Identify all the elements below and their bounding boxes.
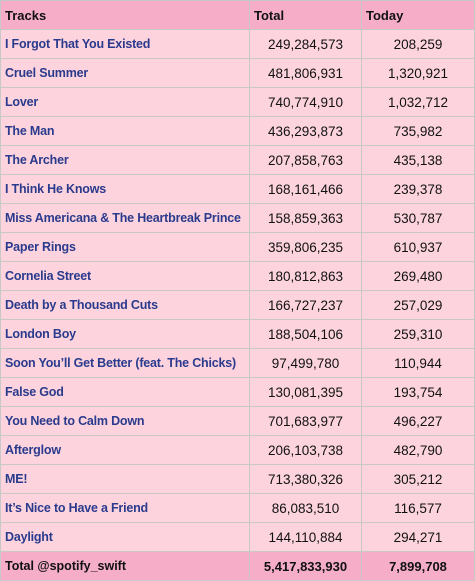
total-streams: 701,683,977 [249, 406, 362, 436]
total-streams: 86,083,510 [249, 493, 362, 523]
today-streams: 610,937 [361, 232, 475, 262]
table-row: London Boy 188,504,106 259,310 [0, 319, 475, 349]
total-streams: 207,858,763 [249, 145, 362, 175]
table-row: The Man 436,293,873 735,982 [0, 116, 475, 146]
table-row: Cruel Summer 481,806,931 1,320,921 [0, 58, 475, 88]
today-streams: 116,577 [361, 493, 475, 523]
today-streams: 1,320,921 [361, 58, 475, 88]
today-streams: 294,271 [361, 522, 475, 552]
header-today: Today [361, 0, 475, 30]
total-streams: 359,806,235 [249, 232, 362, 262]
track-name: Afterglow [0, 435, 250, 465]
track-name: Cruel Summer [0, 58, 250, 88]
grand-total-streams: 5,417,833,930 [249, 551, 362, 581]
today-streams: 208,259 [361, 29, 475, 59]
table-row: The Archer 207,858,763 435,138 [0, 145, 475, 175]
table-row: It’s Nice to Have a Friend 86,083,510 116,… [0, 493, 475, 523]
total-streams: 206,103,738 [249, 435, 362, 465]
today-streams: 1,032,712 [361, 87, 475, 117]
table-row: You Need to Calm Down 701,683,977 496,227 [0, 406, 475, 436]
table-row: I Think He Knows 168,161,466 239,378 [0, 174, 475, 204]
total-streams: 144,110,884 [249, 522, 362, 552]
total-streams: 180,812,863 [249, 261, 362, 291]
table-row: Afterglow 206,103,738 482,790 [0, 435, 475, 465]
total-streams: 249,284,573 [249, 29, 362, 59]
table-row: Miss Americana & The Heartbreak Prince 15… [0, 203, 475, 233]
today-streams: 239,378 [361, 174, 475, 204]
today-streams: 435,138 [361, 145, 475, 175]
track-name: I Forgot That You Existed [0, 29, 250, 59]
header-row: Tracks Total Today [0, 0, 475, 30]
table-row: Death by a Thousand Cuts 166,727,237 257,0… [0, 290, 475, 320]
track-name: Miss Americana & The Heartbreak Prince [0, 203, 250, 233]
track-name: Daylight [0, 522, 250, 552]
total-streams: 168,161,466 [249, 174, 362, 204]
total-row: Total @spotify_swift 5,417,833,930 7,899… [0, 551, 475, 581]
table-row: I Forgot That You Existed 249,284,573 208,… [0, 29, 475, 59]
today-streams: 735,982 [361, 116, 475, 146]
today-streams: 305,212 [361, 464, 475, 494]
total-streams: 188,504,106 [249, 319, 362, 349]
track-name: Soon You’ll Get Better (feat. The Chicks… [0, 348, 250, 378]
total-streams: 713,380,326 [249, 464, 362, 494]
today-streams: 496,227 [361, 406, 475, 436]
total-streams: 481,806,931 [249, 58, 362, 88]
total-label: Total @spotify_swift [0, 551, 250, 581]
table-row: Lover 740,774,910 1,032,712 [0, 87, 475, 117]
track-name: The Archer [0, 145, 250, 175]
today-streams: 530,787 [361, 203, 475, 233]
today-streams: 257,029 [361, 290, 475, 320]
track-name: I Think He Knows [0, 174, 250, 204]
total-streams: 158,859,363 [249, 203, 362, 233]
today-streams: 482,790 [361, 435, 475, 465]
track-name: ME! [0, 464, 250, 494]
table-row: Soon You’ll Get Better (feat. The Chicks… [0, 348, 475, 378]
track-name: Cornelia Street [0, 261, 250, 291]
total-streams: 436,293,873 [249, 116, 362, 146]
table-row: Paper Rings 359,806,235 610,937 [0, 232, 475, 262]
header-total: Total [249, 0, 362, 30]
track-name: Paper Rings [0, 232, 250, 262]
total-streams: 97,499,780 [249, 348, 362, 378]
track-name: You Need to Calm Down [0, 406, 250, 436]
header-tracks: Tracks [0, 0, 250, 30]
table-body: I Forgot That You Existed 249,284,573 208,… [0, 29, 475, 552]
table-row: Cornelia Street 180,812,863 269,480 [0, 261, 475, 291]
table-row: Daylight 144,110,884 294,271 [0, 522, 475, 552]
track-name: Lover [0, 87, 250, 117]
track-name: It’s Nice to Have a Friend [0, 493, 250, 523]
grand-today-streams: 7,899,708 [361, 551, 475, 581]
track-name: Death by a Thousand Cuts [0, 290, 250, 320]
today-streams: 259,310 [361, 319, 475, 349]
table-row: False God 130,081,395 193,754 [0, 377, 475, 407]
track-name: London Boy [0, 319, 250, 349]
today-streams: 193,754 [361, 377, 475, 407]
today-streams: 110,944 [361, 348, 475, 378]
table-row: ME! 713,380,326 305,212 [0, 464, 475, 494]
track-name: The Man [0, 116, 250, 146]
total-streams: 740,774,910 [249, 87, 362, 117]
today-streams: 269,480 [361, 261, 475, 291]
total-streams: 166,727,237 [249, 290, 362, 320]
total-streams: 130,081,395 [249, 377, 362, 407]
track-name: False God [0, 377, 250, 407]
